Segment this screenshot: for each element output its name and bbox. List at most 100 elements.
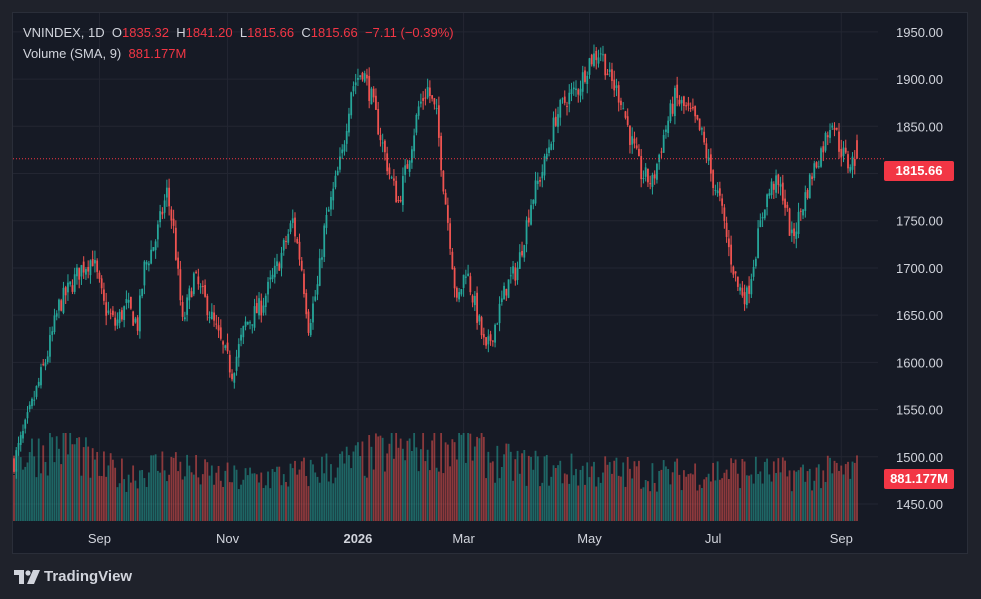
volume-bar [242,479,245,521]
candle-body [772,183,775,190]
candle-body [707,157,710,161]
candle-body [709,154,712,174]
candle-body [325,214,328,228]
candle-body [366,74,368,79]
volume-bar [235,469,238,521]
volume-bar [428,470,431,521]
candle-body [253,306,256,328]
candle-body [381,142,384,144]
volume-bar [195,455,197,521]
candle-body [458,292,461,300]
candle-body [754,258,757,267]
volume-bar [413,433,416,521]
candle-body [375,95,377,110]
volume-bar [386,453,389,521]
volume-bar [694,463,697,521]
candle-body [730,244,733,265]
volume-bar [790,491,793,521]
volume-bar [249,467,251,521]
volume-bar [606,464,609,521]
volume-tag: 881.177M [884,469,954,489]
volume-bar [602,472,604,521]
candle-body [462,274,465,288]
volume-bar [309,459,312,521]
y-tick-label: 1500.00 [896,450,943,465]
volume-bar [500,466,503,521]
candle-body [159,211,162,223]
legend-interval[interactable]: 1D [88,25,105,40]
candle-body [287,233,290,243]
legend-volume-value: 881.177M [128,46,187,61]
candle-body [491,340,494,342]
candle-body [24,419,27,429]
volume-bar [759,471,762,521]
candle-body [199,286,202,288]
volume-bar [181,479,184,521]
candle-body [476,292,478,323]
volume-bar [289,463,292,521]
volume-bar [85,437,87,521]
volume-bar [584,484,586,521]
volume-bar [743,461,746,521]
volume-bar [656,491,658,521]
volume-bar [121,458,123,521]
volume-bar [498,478,501,521]
y-tick-label: 1950.00 [896,25,943,40]
candle-body [440,135,443,171]
tradingview-brand[interactable]: TradingView [14,568,132,585]
candle-body [487,336,490,345]
volume-bar [604,456,607,521]
volume-bar [676,458,679,521]
candle-body [406,164,409,169]
volume-bar [433,433,436,521]
legend-symbol[interactable]: VNINDEX [23,25,81,40]
legend-change: −7.11 (−0.39%) [364,25,454,40]
candle-body [817,166,820,168]
volume-bar [739,488,742,521]
candle-body [15,450,18,472]
x-tick-label: Sep [830,531,853,546]
candle-body [71,285,74,292]
candle-body [435,107,438,109]
candle-body [291,218,294,223]
volume-bar [188,465,191,521]
candle-body [835,127,838,130]
volume-bar [761,483,764,521]
volume-bar [35,477,38,521]
candle-body [471,295,474,303]
volume-bar [523,449,526,521]
candle-body [103,289,105,301]
candle-body [334,175,337,188]
candle-body [642,178,645,180]
candle-body [204,285,206,297]
volume-bar [424,461,427,521]
candle-body [570,89,573,95]
candle-body [741,287,744,296]
volume-bar [76,437,78,521]
volume-bar [590,466,593,521]
legend-volume-label[interactable]: Volume (SMA, 9) [23,46,122,61]
candle-body [132,311,135,326]
candle-body [629,125,631,145]
candle-body [757,228,759,259]
volume-bar [745,475,748,521]
candle-body [62,287,65,313]
candle-body [750,279,753,295]
volume-bar [725,469,728,521]
volume-bar [58,448,60,521]
candle-body [179,269,182,301]
volume-bar [525,485,528,521]
volume-bar [244,468,247,521]
volume-bar [700,488,703,521]
volume-bar [766,458,768,521]
candle-body [606,73,609,76]
volume-bar [480,433,483,521]
volume-bar [597,477,600,521]
volume-bar [635,466,638,521]
candle-body [28,404,31,410]
volume-bar [838,470,840,521]
volume-bar [734,459,737,521]
volume-bar [60,464,63,521]
candle-body [109,313,112,315]
